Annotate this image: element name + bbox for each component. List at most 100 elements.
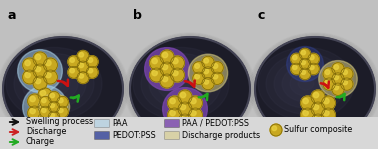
- Circle shape: [79, 74, 84, 78]
- Circle shape: [43, 58, 57, 72]
- Ellipse shape: [18, 50, 62, 92]
- Circle shape: [42, 108, 46, 112]
- Circle shape: [79, 52, 84, 57]
- Circle shape: [88, 68, 93, 73]
- Circle shape: [48, 94, 62, 108]
- Circle shape: [301, 60, 305, 65]
- FancyBboxPatch shape: [164, 119, 180, 128]
- Circle shape: [28, 106, 42, 120]
- Ellipse shape: [22, 60, 86, 108]
- Ellipse shape: [39, 94, 70, 120]
- Circle shape: [68, 56, 80, 68]
- Circle shape: [323, 68, 335, 80]
- Circle shape: [299, 48, 311, 60]
- Circle shape: [213, 74, 218, 79]
- Circle shape: [310, 65, 314, 69]
- Circle shape: [195, 74, 200, 79]
- Ellipse shape: [149, 60, 213, 108]
- Circle shape: [178, 114, 192, 128]
- Ellipse shape: [274, 60, 338, 108]
- Ellipse shape: [14, 53, 94, 114]
- Circle shape: [57, 106, 68, 118]
- Text: Swelling process: Swelling process: [26, 118, 93, 127]
- Circle shape: [51, 108, 56, 114]
- Circle shape: [79, 63, 84, 68]
- Circle shape: [88, 58, 93, 62]
- Circle shape: [170, 68, 184, 82]
- Circle shape: [59, 98, 63, 103]
- Circle shape: [25, 60, 30, 66]
- Circle shape: [160, 50, 174, 64]
- Circle shape: [50, 93, 54, 98]
- Circle shape: [38, 88, 52, 102]
- Circle shape: [311, 102, 325, 116]
- Circle shape: [50, 103, 54, 108]
- Text: PEDOT:PSS: PEDOT:PSS: [112, 131, 156, 139]
- Ellipse shape: [173, 78, 189, 90]
- FancyBboxPatch shape: [164, 132, 180, 139]
- Circle shape: [202, 56, 214, 69]
- Circle shape: [43, 70, 57, 84]
- Circle shape: [332, 83, 344, 95]
- Circle shape: [321, 108, 335, 122]
- Circle shape: [213, 64, 218, 68]
- Circle shape: [38, 100, 52, 114]
- Circle shape: [270, 124, 282, 136]
- Ellipse shape: [287, 46, 323, 82]
- Ellipse shape: [266, 53, 346, 114]
- Ellipse shape: [46, 78, 62, 90]
- Circle shape: [308, 63, 319, 75]
- Circle shape: [188, 96, 202, 110]
- FancyBboxPatch shape: [94, 132, 110, 139]
- Circle shape: [313, 92, 319, 98]
- Circle shape: [291, 63, 302, 75]
- Circle shape: [180, 116, 186, 122]
- Circle shape: [334, 65, 339, 69]
- Circle shape: [180, 104, 186, 110]
- Circle shape: [50, 113, 54, 117]
- Circle shape: [311, 114, 325, 128]
- Ellipse shape: [258, 47, 354, 120]
- Circle shape: [167, 96, 181, 110]
- Circle shape: [33, 76, 47, 90]
- FancyBboxPatch shape: [94, 119, 110, 128]
- Circle shape: [343, 70, 347, 74]
- Circle shape: [48, 111, 60, 123]
- Circle shape: [70, 58, 74, 62]
- Circle shape: [48, 101, 60, 113]
- Circle shape: [193, 62, 205, 74]
- Circle shape: [40, 90, 46, 96]
- Circle shape: [313, 104, 319, 110]
- Ellipse shape: [3, 37, 123, 141]
- Circle shape: [325, 70, 330, 74]
- Text: b: b: [133, 9, 142, 22]
- Text: Charge: Charge: [26, 138, 55, 146]
- Circle shape: [343, 80, 347, 85]
- Circle shape: [57, 96, 68, 108]
- Ellipse shape: [290, 72, 322, 96]
- Circle shape: [77, 72, 89, 83]
- Circle shape: [204, 58, 209, 63]
- Circle shape: [86, 66, 98, 78]
- Circle shape: [293, 65, 297, 69]
- Ellipse shape: [23, 86, 67, 128]
- Circle shape: [303, 110, 308, 116]
- Circle shape: [191, 110, 196, 116]
- Circle shape: [301, 108, 314, 122]
- Circle shape: [334, 85, 339, 90]
- Circle shape: [51, 96, 56, 102]
- Circle shape: [301, 70, 305, 74]
- Circle shape: [301, 96, 314, 110]
- Circle shape: [272, 126, 277, 131]
- Circle shape: [68, 66, 80, 78]
- Circle shape: [188, 108, 202, 122]
- Circle shape: [341, 68, 353, 80]
- Circle shape: [40, 96, 51, 108]
- Circle shape: [25, 72, 30, 78]
- Text: PAA: PAA: [112, 118, 127, 128]
- Circle shape: [195, 64, 200, 68]
- Circle shape: [33, 64, 47, 78]
- Circle shape: [334, 75, 339, 80]
- Circle shape: [77, 51, 89, 62]
- Circle shape: [36, 54, 41, 60]
